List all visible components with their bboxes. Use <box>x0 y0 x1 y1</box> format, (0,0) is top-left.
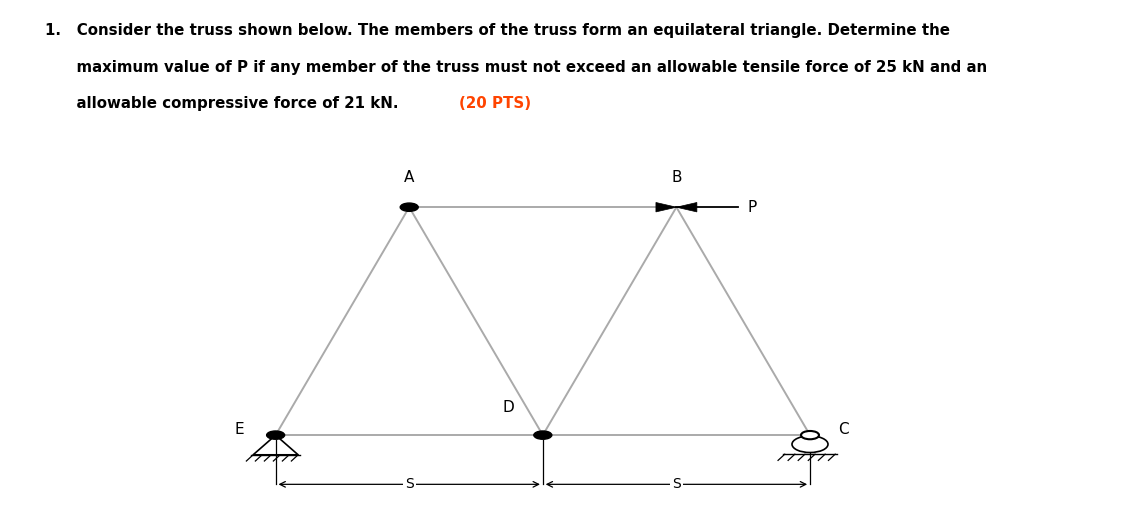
Text: allowable compressive force of 21 kN.: allowable compressive force of 21 kN. <box>45 96 404 111</box>
Circle shape <box>534 431 552 439</box>
Text: A: A <box>404 170 414 185</box>
Text: maximum value of P if any member of the truss must not exceed an allowable tensi: maximum value of P if any member of the … <box>45 60 987 75</box>
Text: 1.   Consider the truss shown below. The members of the truss form an equilatera: 1. Consider the truss shown below. The m… <box>45 23 949 38</box>
Polygon shape <box>676 203 696 212</box>
Circle shape <box>267 431 285 439</box>
Circle shape <box>400 203 418 211</box>
Text: C: C <box>838 423 848 437</box>
Text: (20 PTS): (20 PTS) <box>459 96 531 111</box>
Text: D: D <box>503 400 515 415</box>
Text: S: S <box>405 477 414 492</box>
Circle shape <box>792 436 828 453</box>
Text: P: P <box>747 200 756 214</box>
Text: B: B <box>672 170 682 185</box>
Circle shape <box>801 431 819 439</box>
Polygon shape <box>656 203 676 212</box>
Text: S: S <box>672 477 681 492</box>
Text: E: E <box>234 423 244 437</box>
